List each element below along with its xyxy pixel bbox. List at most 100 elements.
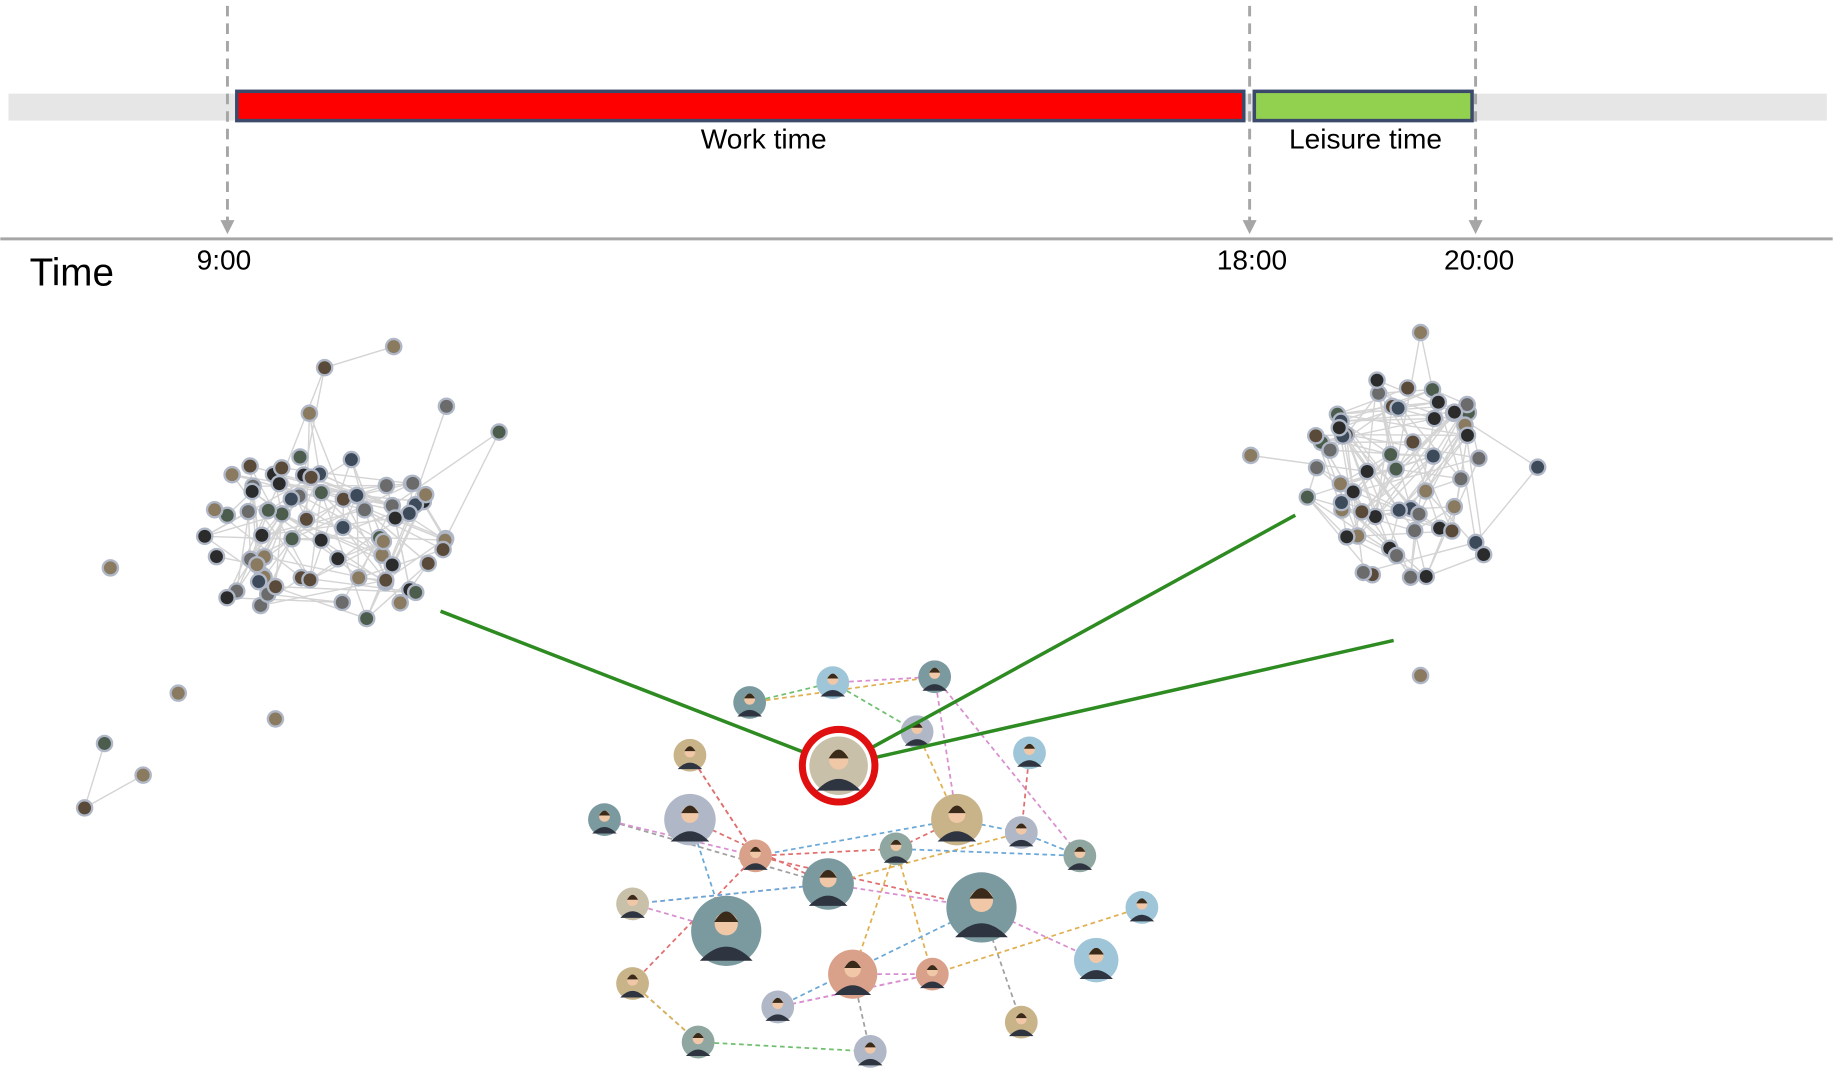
cluster-node — [1321, 441, 1339, 459]
cluster-edge — [366, 562, 429, 620]
cluster-node — [342, 450, 361, 469]
avatar-hair — [744, 693, 756, 699]
avatar-hair — [1074, 846, 1086, 852]
cluster-node — [1405, 521, 1424, 540]
network-edge — [749, 681, 833, 704]
cluster-edge — [1341, 454, 1392, 511]
cluster-node — [357, 609, 376, 628]
cluster-node — [1470, 449, 1488, 468]
avatar-hair — [692, 1033, 704, 1038]
cluster-edge — [1337, 405, 1393, 415]
cluster-node — [376, 571, 395, 589]
cluster-edge — [391, 431, 500, 507]
avatar-hair — [969, 888, 994, 899]
cluster-node — [1381, 445, 1400, 464]
cluster-node — [207, 547, 226, 566]
cluster-node — [101, 559, 120, 577]
network-edge — [755, 818, 958, 857]
cluster-node — [348, 486, 366, 505]
avatar-hair — [1088, 947, 1104, 955]
avatar-body — [1079, 970, 1113, 980]
cluster-node — [1330, 418, 1349, 437]
cluster-node — [1306, 426, 1325, 445]
cluster-node — [374, 532, 393, 551]
cluster-node — [302, 468, 320, 487]
cluster-node — [383, 556, 402, 574]
cluster-edge — [83, 743, 106, 809]
cluster-node — [205, 500, 224, 519]
cluster-edge — [324, 345, 394, 369]
work-segment — [235, 89, 1246, 123]
cluster-node — [1387, 546, 1406, 565]
cluster-node — [1411, 323, 1430, 342]
cluster-edge — [267, 593, 343, 604]
avatar-body — [820, 689, 846, 697]
avatar-body — [937, 831, 977, 842]
cluster-node — [282, 490, 301, 508]
cluster-node — [1458, 426, 1477, 445]
cluster-node — [437, 397, 456, 416]
cluster-edge — [1337, 387, 1408, 415]
leisure-segment — [1252, 89, 1474, 123]
cluster-edge — [84, 774, 144, 809]
avatar-hair — [929, 667, 941, 673]
cluster-node — [253, 526, 271, 545]
avatar-body — [699, 946, 753, 961]
avatar-body — [1129, 914, 1155, 922]
avatar-hair — [626, 974, 639, 980]
cluster-edge — [1395, 411, 1455, 470]
avatar-hair — [926, 965, 938, 971]
avatar-body — [1017, 760, 1042, 767]
cluster-node — [1368, 371, 1386, 389]
avatar-hair — [1015, 823, 1027, 829]
avatar-hair — [626, 894, 639, 900]
avatar-hair — [827, 673, 839, 679]
cluster-node — [266, 577, 285, 596]
cluster-edge — [1363, 541, 1476, 574]
timeline: Work time Leisure time Time 9:00 18:00 2… — [0, 5, 1833, 295]
network-edge — [932, 906, 1143, 975]
cluster-edge — [1357, 441, 1414, 537]
cluster-edge — [1425, 458, 1480, 577]
cluster-node — [243, 482, 261, 501]
cluster-node — [1353, 503, 1371, 521]
avatar-hair — [1015, 1013, 1027, 1019]
network-edge — [933, 676, 1081, 857]
tick-label: 20:00 — [1444, 244, 1514, 275]
avatar-hair — [948, 805, 966, 814]
cluster-node — [403, 474, 422, 493]
avatar-hair — [828, 749, 849, 759]
cluster-node — [1467, 533, 1485, 552]
cluster-node — [1387, 460, 1405, 478]
cluster-node — [1411, 666, 1430, 685]
cluster — [1242, 323, 1547, 685]
avatar-body — [816, 778, 861, 791]
network-edge — [777, 906, 982, 1008]
avatar-body — [1008, 1029, 1034, 1037]
cluster-edge — [309, 540, 384, 581]
cluster-edge — [445, 431, 500, 539]
cluster-edge — [1425, 506, 1455, 577]
cluster-node — [272, 459, 291, 477]
network-edge — [895, 847, 1080, 857]
cluster-edge — [1330, 449, 1434, 457]
cluster-node — [241, 457, 259, 475]
cluster-node — [1398, 379, 1417, 397]
cluster-node — [1443, 522, 1461, 540]
network-edge — [827, 831, 1022, 885]
avatar-body — [920, 981, 945, 989]
cluster-node — [1358, 462, 1376, 481]
cluster-edge — [1361, 411, 1455, 513]
cluster-node — [355, 501, 374, 519]
cluster-node — [490, 423, 508, 441]
cluster-edge — [1395, 468, 1462, 480]
cluster-node — [1354, 563, 1373, 582]
avatar-body — [922, 684, 947, 691]
avatar-body — [883, 856, 909, 863]
cluster-edge — [273, 473, 393, 507]
cluster-node — [416, 485, 435, 504]
cluster-edge — [308, 413, 345, 500]
cluster-node — [1390, 501, 1408, 520]
cluster-edge — [1419, 332, 1434, 390]
